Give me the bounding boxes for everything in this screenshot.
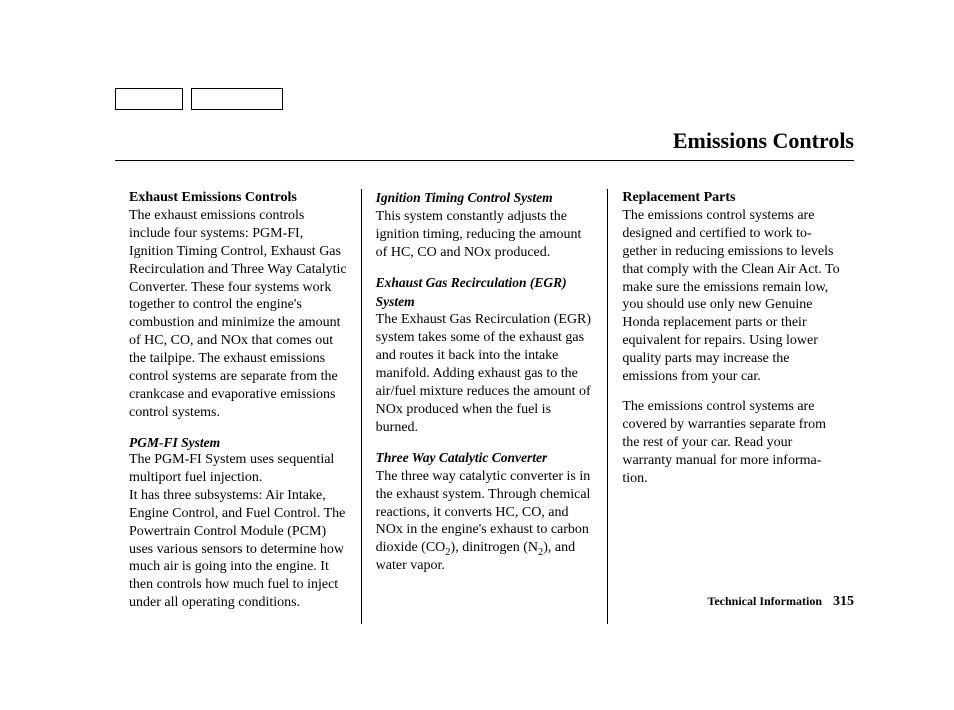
title-rule: [115, 160, 854, 161]
col2-p2: The Exhaust Gas Recirculation (EGR) syst…: [376, 312, 591, 434]
col2-section1: Ignition Timing Control System This syste…: [376, 189, 594, 262]
col2-p3b: ), dinitrogen (N: [451, 540, 538, 555]
col3-h1: Replacement Parts: [622, 190, 735, 205]
col3-p2: The emissions control systems are covere…: [622, 398, 840, 488]
col1-h2: PGM-FI System: [129, 434, 347, 451]
col1-p1: The exhaust emissions controls include f…: [129, 208, 347, 420]
page-title: Emissions Controls: [115, 128, 854, 154]
column-1: Exhaust Emissions Controls The exhaust em…: [115, 189, 361, 624]
col2-section3: Three Way Catalytic ConverterThe three w…: [376, 449, 594, 575]
col1-p2: The PGM-FI System uses sequential multip…: [129, 451, 347, 612]
top-nav-boxes: [115, 88, 283, 110]
footer-page-number: 315: [833, 594, 854, 609]
column-2: Ignition Timing Control System This syste…: [361, 189, 608, 624]
col2-section2: Exhaust Gas Recirculation (EGR) SystemTh…: [376, 274, 594, 437]
col1-p2a: The PGM-FI System uses sequential multip…: [129, 452, 334, 485]
col2-h2: Exhaust Gas Recirculation (EGR) System: [376, 275, 567, 309]
page-footer: Technical Information 315: [707, 594, 854, 610]
col1-h1: Exhaust Emissions Controls: [129, 190, 297, 205]
col2-h3: Three Way Catalytic Converter: [376, 450, 548, 465]
col1-p2b: It has three subsystems: Air Intake, Eng…: [129, 488, 345, 610]
nav-box-1[interactable]: [115, 88, 183, 110]
footer-label: Technical Information: [707, 594, 822, 608]
col3-p1: The emissions control systems are design…: [622, 208, 839, 384]
column-3: Replacement Parts The emissions control s…: [607, 189, 854, 624]
col2-h1: Ignition Timing Control System: [376, 190, 553, 205]
col2-p1: This system constantly adjusts the ignit…: [376, 209, 582, 260]
nav-box-2[interactable]: [191, 88, 283, 110]
col3-section: Replacement Parts The emissions control s…: [622, 189, 840, 386]
col1-section: Exhaust Emissions Controls The exhaust em…: [129, 189, 347, 422]
body-columns: Exhaust Emissions Controls The exhaust em…: [115, 189, 854, 624]
